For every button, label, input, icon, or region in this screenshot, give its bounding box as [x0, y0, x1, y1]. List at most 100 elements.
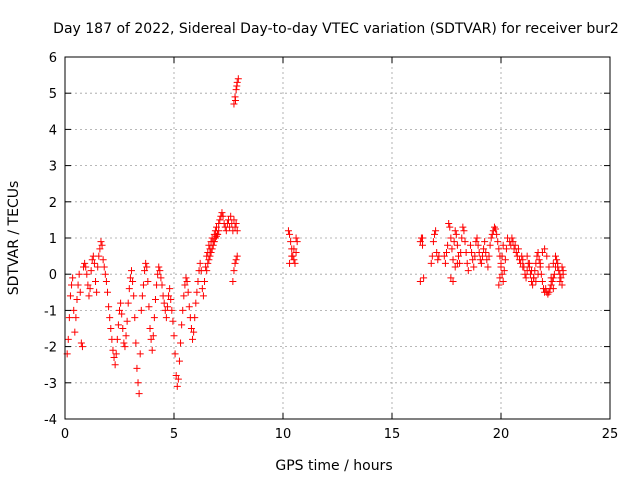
data-point [167, 296, 175, 304]
data-point [71, 328, 79, 336]
data-point [118, 310, 126, 318]
data-point [454, 252, 462, 260]
data-point [432, 227, 440, 235]
data-point [198, 285, 206, 293]
data-point [476, 256, 484, 264]
chart-title: Day 187 of 2022, Sidereal Day-to-day VTE… [53, 21, 619, 37]
data-point [499, 277, 507, 285]
y-tick-label: 3 [49, 160, 57, 175]
data-point [106, 314, 114, 322]
data-point [526, 270, 534, 278]
data-point [112, 350, 120, 358]
data-point [180, 292, 188, 300]
data-point [483, 256, 491, 264]
data-point [161, 306, 169, 314]
data-point [517, 259, 525, 267]
data-point [475, 248, 483, 256]
data-point [234, 75, 242, 83]
data-point [444, 241, 452, 249]
data-point [69, 274, 77, 282]
data-point [189, 335, 197, 343]
data-point [547, 281, 555, 289]
data-point [514, 245, 522, 253]
data-point [466, 241, 474, 249]
data-point [552, 252, 559, 260]
data-point [141, 267, 149, 275]
x-tick-label: 15 [384, 427, 401, 442]
data-point [134, 379, 142, 387]
data-point [114, 321, 122, 329]
data-point [100, 263, 108, 271]
data-point [232, 220, 240, 228]
data-point [204, 259, 212, 267]
data-point [500, 267, 508, 275]
data-point [166, 285, 174, 293]
y-tick-label: 5 [49, 87, 57, 102]
y-tick-label: 2 [49, 196, 57, 211]
data-point [175, 357, 183, 365]
data-point [428, 252, 436, 260]
data-point [94, 263, 102, 271]
data-point [231, 259, 239, 267]
data-point [447, 274, 455, 282]
data-point [184, 288, 192, 296]
data-point [553, 256, 561, 264]
data-point [525, 259, 533, 267]
y-tick-label: 1 [49, 232, 57, 247]
data-point [145, 303, 153, 311]
data-point [160, 299, 168, 307]
data-point [83, 270, 91, 278]
data-point [292, 234, 300, 242]
data-point [101, 270, 109, 278]
data-point [535, 256, 543, 264]
data-point [470, 263, 478, 271]
data-point [183, 277, 191, 285]
data-point [481, 238, 489, 246]
y-tick-label: -2 [44, 341, 57, 356]
data-point [558, 281, 566, 289]
y-tick-label: -1 [44, 304, 57, 319]
data-point [538, 277, 546, 285]
x-tick-label: 5 [170, 427, 178, 442]
data-point [179, 306, 187, 314]
data-point [533, 252, 541, 260]
data-point [495, 281, 503, 289]
data-point [508, 234, 516, 242]
data-point [116, 306, 123, 314]
data-point [290, 245, 298, 253]
data-point [222, 227, 230, 235]
data-point [495, 245, 503, 253]
data-point [290, 256, 298, 264]
data-point [98, 241, 106, 249]
data-point [203, 267, 211, 275]
data-point [72, 314, 80, 322]
data-point [142, 259, 150, 267]
data-point [102, 277, 110, 285]
data-point [231, 96, 239, 104]
data-point [452, 230, 460, 238]
data-point [554, 263, 562, 271]
data-point [498, 252, 506, 260]
data-point [214, 230, 222, 238]
data-point [446, 223, 454, 231]
data-point [543, 252, 551, 260]
data-point [150, 314, 158, 322]
data-point [473, 234, 481, 242]
data-point [523, 252, 531, 260]
data-point [450, 238, 458, 246]
data-point [122, 332, 130, 340]
data-point [182, 274, 190, 282]
axes-ticks: 0 5 10 15 20 25 -4 -3 -2 -1 0 1 2 3 4 5 6 [44, 51, 618, 442]
data-point [95, 252, 103, 260]
x-tick-label: 25 [602, 427, 619, 442]
data-point [90, 259, 98, 267]
data-point [174, 375, 182, 383]
data-points [63, 75, 567, 398]
data-point [549, 259, 557, 267]
data-point [431, 230, 439, 238]
data-point [284, 227, 292, 235]
data-point [213, 223, 221, 231]
data-point [216, 216, 224, 224]
data-point [469, 256, 477, 264]
